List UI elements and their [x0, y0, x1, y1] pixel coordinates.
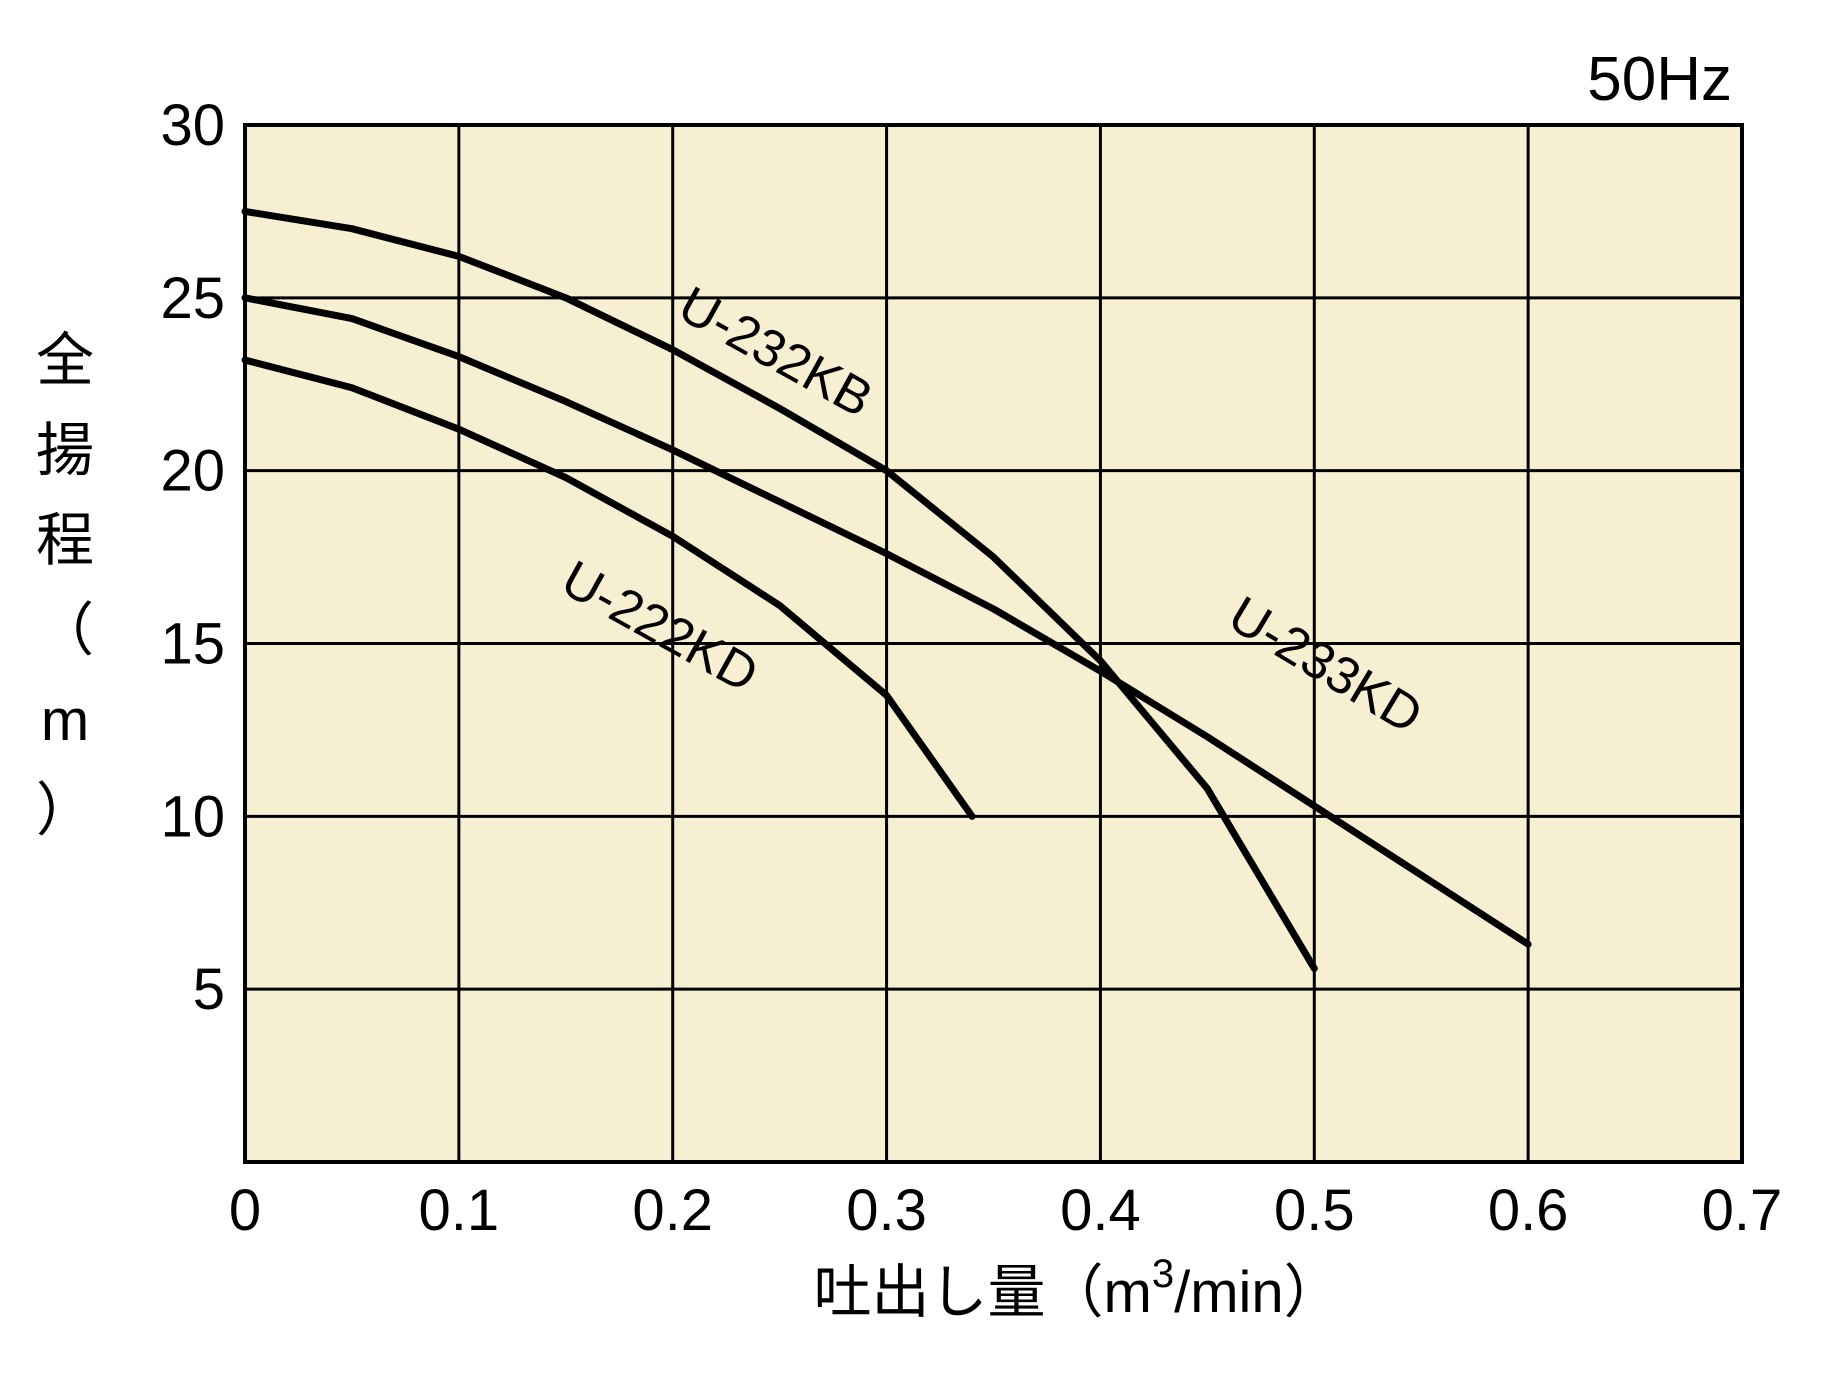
ytick-label: 20	[160, 439, 225, 504]
y-axis-label-char: 揚	[36, 418, 94, 483]
xtick-label: 0.6	[1488, 1178, 1569, 1243]
xtick-label: 0.1	[419, 1178, 500, 1243]
frequency-annotation: 50Hz	[1587, 45, 1732, 114]
xtick-label: 0	[229, 1178, 261, 1243]
pump-performance-chart: U-222KDU-232KBU-233KD00.10.20.30.40.50.6…	[0, 0, 1826, 1381]
chart-svg: U-222KDU-232KBU-233KD00.10.20.30.40.50.6…	[0, 0, 1826, 1381]
y-axis-label-char: 全	[36, 328, 94, 393]
ytick-label: 30	[160, 93, 225, 158]
xtick-label: 0.5	[1274, 1178, 1355, 1243]
ytick-label: 25	[160, 266, 225, 331]
x-axis-label: 吐出し量（m3/min）	[814, 1252, 1342, 1325]
xtick-label: 0.4	[1060, 1178, 1141, 1243]
xtick-label: 0.2	[632, 1178, 713, 1243]
xtick-label: 0.7	[1702, 1178, 1783, 1243]
y-axis-label-char: 程	[36, 508, 94, 573]
xtick-label: 0.3	[846, 1178, 927, 1243]
y-axis-label-char: （	[36, 598, 94, 663]
ytick-label: 15	[160, 612, 225, 677]
y-axis-label-char: ）	[36, 778, 94, 843]
y-axis-label-char: m	[41, 688, 89, 753]
ytick-label: 10	[160, 784, 225, 849]
ytick-label: 5	[193, 957, 225, 1022]
